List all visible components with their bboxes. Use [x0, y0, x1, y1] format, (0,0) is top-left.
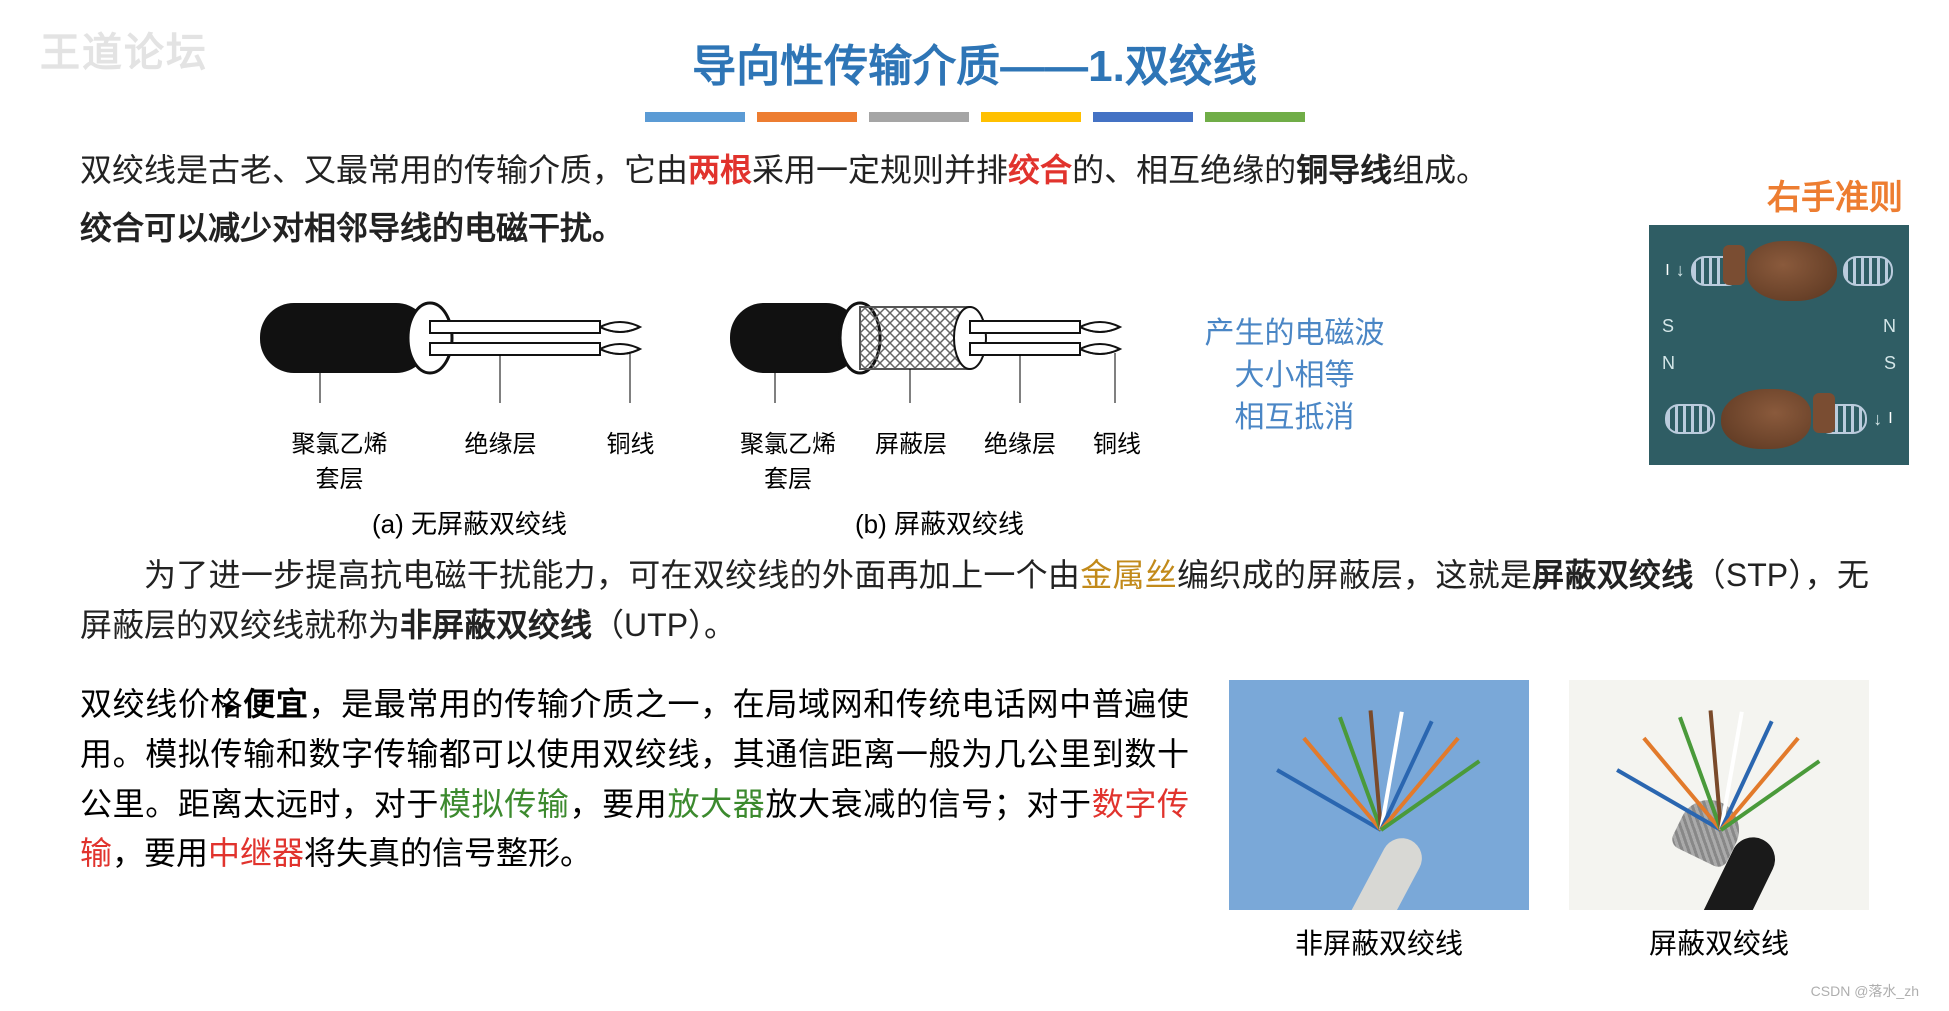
diag-label: 铜线 — [1093, 424, 1141, 494]
intro-paragraph-2: 绞合可以减少对相邻导线的电磁干扰。 — [80, 204, 1869, 254]
colorbar-seg — [1205, 112, 1305, 122]
utp-photo-col: 非屏蔽双绞线 — [1229, 680, 1529, 962]
stp-diagram: 聚氯乙烯套层 屏蔽层 绝缘层 铜线 (b) 屏蔽双绞线 — [720, 263, 1160, 541]
colorbar-seg — [1093, 112, 1193, 122]
em-note: 产生的电磁波 大小相等 相互抵消 — [1190, 313, 1400, 439]
diag-label: 聚氯乙烯套层 — [285, 424, 395, 494]
diag-label: 绝缘层 — [465, 424, 537, 494]
paragraph-3: 双绞线价格便宜，是最常用的传输介质之一，在局域网和传统电话网中普遍使用。模拟传输… — [80, 680, 1189, 878]
csdn-watermark: CSDN @落水_zh — [1811, 981, 1919, 1001]
diag-caption-b: (b) 屏蔽双绞线 — [720, 504, 1160, 541]
colorbar-seg — [981, 112, 1081, 122]
diag-label: 屏蔽层 — [875, 424, 947, 494]
stp-photo — [1569, 680, 1869, 910]
utp-diagram: 聚氯乙烯套层 绝缘层 铜线 (a) 无屏蔽双绞线 — [250, 263, 690, 541]
colorbar-seg — [869, 112, 969, 122]
colorbar-seg — [757, 112, 857, 122]
bottom-row: 双绞线价格便宜，是最常用的传输介质之一，在局域网和传统电话网中普遍使用。模拟传输… — [80, 680, 1869, 962]
diag-label: 铜线 — [607, 424, 655, 494]
diag-caption-a: (a) 无屏蔽双绞线 — [250, 504, 690, 541]
colorbar-seg — [645, 112, 745, 122]
cable-diagram-row: 聚氯乙烯套层 绝缘层 铜线 (a) 无屏蔽双绞线 — [60, 263, 1889, 541]
color-bar — [60, 112, 1889, 122]
diag-label: 聚氯乙烯套层 — [738, 424, 838, 494]
utp-photo-caption: 非屏蔽双绞线 — [1229, 922, 1529, 962]
paragraph-2: 为了进一步提高抗电磁干扰能力，可在双绞线的外面再加上一个由金属丝编织成的屏蔽层，… — [80, 551, 1869, 650]
utp-photo — [1229, 680, 1529, 910]
right-rule-title: 右手准则 — [1649, 170, 1903, 219]
diag-label: 绝缘层 — [984, 424, 1056, 494]
intro-paragraph-1: 双绞线是古老、又最常用的传输介质，它由两根采用一定规则并排绞合的、相互绝缘的铜导… — [80, 146, 1869, 196]
page-title: 导向性传输介质——1.双绞线 — [60, 30, 1889, 94]
watermark: 王道论坛 — [40, 20, 208, 78]
stp-photo-caption: 屏蔽双绞线 — [1569, 922, 1869, 962]
stp-photo-col: 屏蔽双绞线 — [1569, 680, 1869, 962]
